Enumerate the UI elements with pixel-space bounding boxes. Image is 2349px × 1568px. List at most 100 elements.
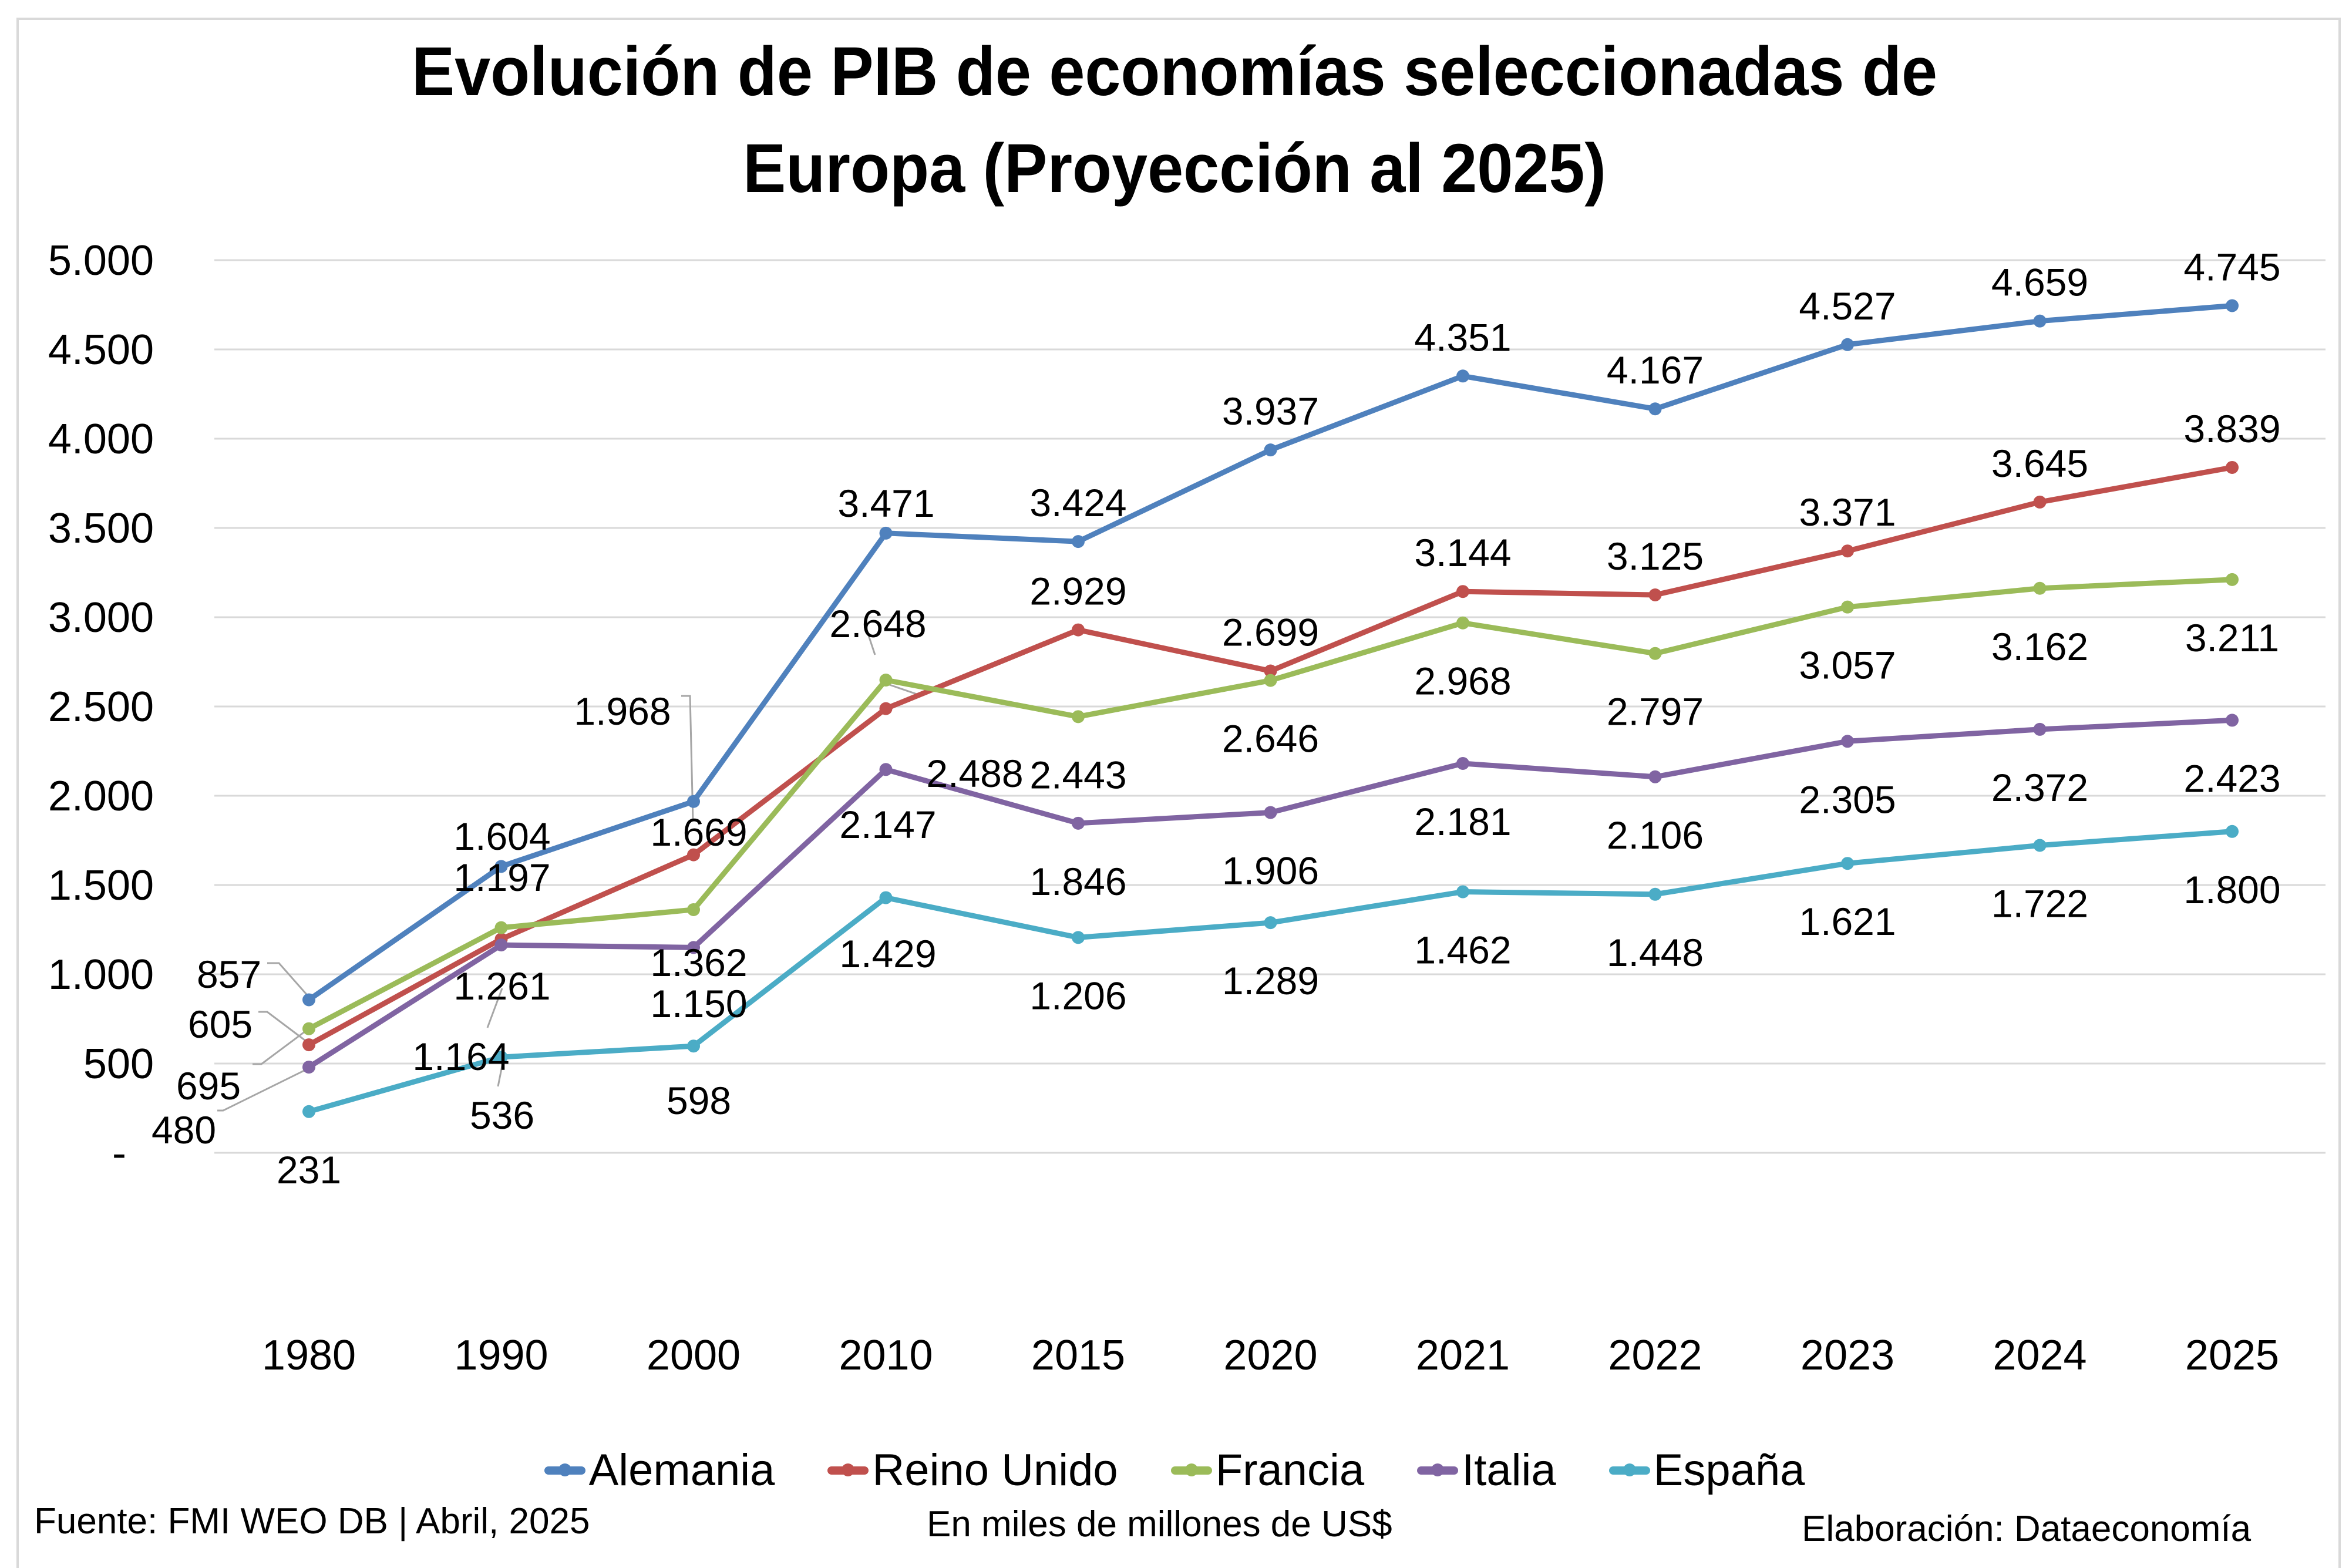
data-point — [2226, 714, 2239, 727]
data-label: 2.147 — [839, 803, 936, 846]
data-label: 3.645 — [1991, 442, 2088, 485]
data-point — [2033, 314, 2047, 328]
data-label: 2.797 — [1607, 690, 1704, 733]
data-label: 1.968 — [574, 689, 671, 733]
data-label: 1.462 — [1414, 928, 1511, 972]
x-tick-label: 2023 — [1801, 1332, 1894, 1379]
data-label: 1.164 — [412, 1035, 509, 1078]
chart-title-line-2: Europa (Proyección al 2025) — [743, 130, 1606, 207]
legend-line-marker-icon — [1170, 1463, 1212, 1476]
x-tick-label: 2025 — [2185, 1332, 2279, 1379]
data-label: 3.937 — [1222, 389, 1319, 433]
data-point — [1456, 585, 1469, 598]
y-tick-label: 1.500 — [48, 862, 154, 909]
data-point — [2033, 581, 2047, 595]
data-point — [879, 674, 893, 687]
y-tick-label: 3.500 — [48, 505, 154, 552]
y-tick-label: 4.500 — [48, 327, 154, 374]
data-label: 2.648 — [829, 602, 926, 645]
data-label: 598 — [667, 1079, 731, 1122]
data-label: 1.800 — [2183, 868, 2280, 911]
label-leader-lines — [217, 628, 923, 1112]
source-note: Fuente: FMI WEO DB | Abril, 2025 — [34, 1501, 590, 1542]
data-point — [1841, 338, 1854, 351]
y-tick-label: - — [112, 1130, 126, 1177]
legend-item-españa: España — [1608, 1445, 1805, 1496]
data-label: 1.846 — [1029, 860, 1126, 903]
legend-label: España — [1653, 1445, 1805, 1495]
data-label: 1.150 — [650, 982, 747, 1025]
x-axis: 1980 1990 2000 2010 2015 2020 2021 2022 2023 2024… — [262, 1332, 2279, 1379]
data-label: 3.424 — [1029, 481, 1126, 524]
data-point — [494, 921, 508, 934]
data-point — [879, 702, 893, 715]
x-tick-label: 2024 — [1993, 1332, 2086, 1379]
data-point — [1264, 806, 1277, 819]
x-tick-label: 1990 — [454, 1332, 548, 1379]
data-label: 231 — [277, 1148, 341, 1192]
data-point — [1456, 756, 1469, 770]
legend-label: Francia — [1215, 1445, 1365, 1495]
data-label: 3.471 — [837, 482, 934, 525]
data-point — [1648, 647, 1662, 660]
data-point — [302, 1038, 315, 1052]
data-label: 4.351 — [1414, 315, 1511, 359]
data-label: 1.604 — [453, 815, 550, 858]
leader-line — [486, 988, 503, 1028]
y-tick-label: 1.000 — [48, 951, 154, 998]
data-point — [1648, 588, 1662, 601]
data-point — [1456, 369, 1469, 383]
data-point — [1841, 735, 1854, 748]
data-point — [302, 1022, 315, 1035]
data-point — [879, 526, 893, 540]
legend-item-reino-unido: Reino Unido — [827, 1445, 1118, 1496]
chart-frame — [16, 18, 2341, 1568]
data-label: 3.839 — [2183, 407, 2280, 450]
gridlines — [214, 259, 2326, 1154]
y-tick-label: 3.000 — [48, 594, 154, 641]
x-tick-label: 2000 — [647, 1332, 741, 1379]
data-point — [2226, 299, 2239, 312]
leader-line — [267, 962, 311, 999]
data-label: 2.443 — [1029, 753, 1126, 796]
data-label: 1.429 — [839, 932, 936, 975]
data-point — [1072, 816, 1085, 830]
data-label: 605 — [188, 1002, 253, 1046]
data-label: 1.261 — [453, 964, 550, 1008]
leader-line — [217, 1066, 311, 1112]
data-label: 3.211 — [2185, 616, 2279, 659]
y-tick-label: 500 — [83, 1041, 154, 1088]
data-point — [2226, 460, 2239, 474]
legend-label: Alemania — [588, 1445, 775, 1495]
data-label: 1.289 — [1222, 959, 1319, 1002]
data-label: 1.362 — [650, 941, 747, 984]
x-tick-label: 2020 — [1223, 1332, 1317, 1379]
legend-line-marker-icon — [544, 1463, 585, 1476]
x-tick-label: 1980 — [262, 1332, 356, 1379]
data-label: 2.423 — [2183, 756, 2280, 800]
data-point — [1264, 664, 1277, 678]
data-point — [879, 763, 893, 776]
legend-item-francia: Francia — [1170, 1445, 1365, 1496]
data-label: 2.106 — [1607, 813, 1704, 857]
data-label: 2.305 — [1799, 778, 1896, 821]
data-point — [687, 795, 700, 808]
x-tick-label: 2021 — [1416, 1332, 1510, 1379]
data-label: 3.125 — [1607, 534, 1704, 578]
x-tick-label: 2015 — [1031, 1332, 1125, 1379]
data-label: 1.206 — [1029, 974, 1126, 1017]
data-point — [302, 993, 315, 1007]
data-label: 3.162 — [1991, 625, 2088, 668]
series-group — [302, 299, 2239, 1118]
legend-line-marker-icon — [827, 1463, 869, 1476]
credit-note: Elaboración: Dataeconomía — [1802, 1509, 2252, 1549]
x-tick-label: 2022 — [1608, 1332, 1702, 1379]
legend-label: Italia — [1462, 1445, 1556, 1495]
leader-line — [865, 628, 876, 655]
data-label: 1.669 — [650, 810, 747, 854]
data-point — [494, 938, 508, 952]
data-label: 2.968 — [1414, 659, 1511, 703]
data-point — [1648, 887, 1662, 901]
data-label: 1.621 — [1799, 900, 1896, 943]
y-tick-label: 5.000 — [48, 237, 154, 284]
